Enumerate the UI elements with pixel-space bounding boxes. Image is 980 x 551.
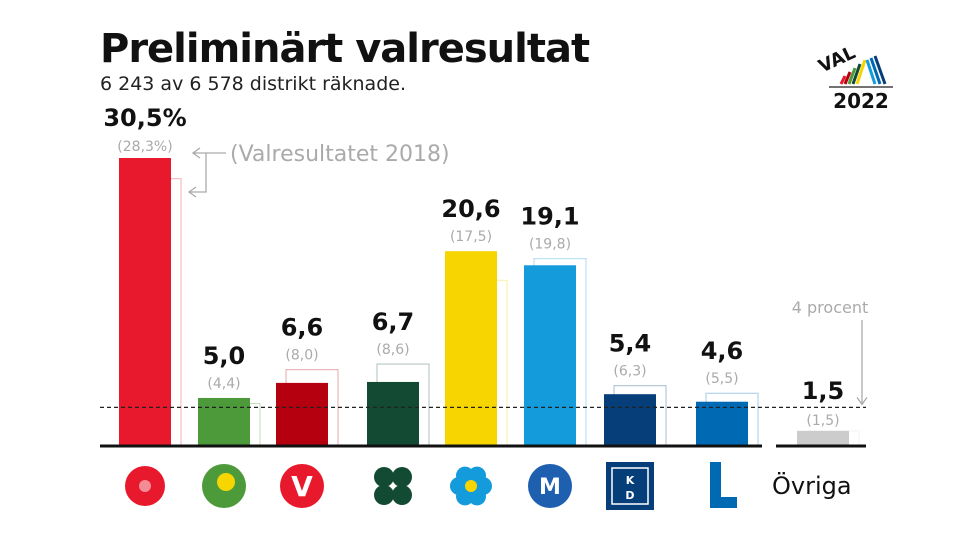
prev-label-KD: (6,3): [613, 364, 646, 380]
party-logo-v-icon: [280, 464, 324, 508]
arrow-head-icon: [856, 396, 868, 406]
prev-label-M: (19,8): [529, 237, 571, 253]
prev-label-Övriga: (1,5): [806, 413, 839, 429]
kd-d: D: [625, 489, 634, 502]
bar-2022-M: [524, 265, 576, 445]
bar-2022-Övriga: [797, 430, 849, 445]
clover-leaf: [374, 485, 394, 505]
chart-title: Preliminärt valresultat: [100, 26, 590, 72]
svg-text:2022: 2022: [833, 89, 889, 113]
bar-2022-L: [696, 401, 748, 445]
bar-2022-SD: [445, 251, 497, 445]
prev-label-V: (8,0): [285, 348, 318, 364]
prev-label-MP: (8,6): [376, 342, 409, 358]
value-label-Övriga: 1,5: [802, 377, 845, 405]
value-label-S: 30,5%: [103, 104, 186, 132]
value-label-MP: 6,7: [372, 308, 415, 336]
bar-2022-KD: [604, 394, 656, 445]
chart-subtitle: 6 243 av 6 578 distrikt räknade.: [100, 73, 406, 95]
flower-center: [465, 480, 477, 492]
m-letter: M: [539, 475, 561, 500]
dandelion-icon: [217, 473, 235, 491]
v-letter: V: [291, 470, 313, 503]
threshold-label: 4 procent: [792, 298, 869, 317]
prev-label-SD: (17,5): [450, 229, 492, 245]
value-label-V: 6,6: [281, 314, 324, 342]
annotation-2018: (Valresultatet 2018): [230, 142, 450, 167]
petal: [468, 466, 486, 485]
party-logo-l-icon: [710, 462, 737, 508]
party-logo-mp-clover-icon: [374, 467, 412, 505]
bar-2022-S: [119, 158, 171, 445]
kd-frame: [611, 467, 649, 505]
party-logo-sd-flower-icon: [450, 466, 492, 506]
prev-label-C: (4,4): [207, 376, 240, 392]
value-label-SD: 20,6: [441, 195, 500, 223]
val-2022-logo: VAL 2022: [815, 42, 893, 113]
rose-center-icon: [139, 480, 151, 492]
kd-k: K: [626, 474, 635, 487]
party-logo-kd-icon: [606, 462, 654, 510]
value-label-L: 4,6: [701, 337, 744, 365]
prev-label-S: (28,3%): [117, 139, 172, 155]
clover-leaf: [392, 467, 412, 487]
value-label-C: 5,0: [203, 342, 246, 370]
value-label-M: 19,1: [520, 203, 579, 231]
bar-2022-MP: [367, 381, 419, 445]
party-logo-m-icon: [528, 464, 572, 508]
bar-2022-C: [198, 397, 250, 445]
value-label-KD: 5,4: [609, 330, 652, 358]
clover-leaf: [392, 485, 412, 505]
prev-label-L: (5,5): [705, 371, 738, 387]
other-label: Övriga: [772, 471, 852, 500]
annotation-arrows: [187, 147, 226, 198]
bar-2022-V: [276, 382, 328, 445]
clover-leaf: [374, 467, 394, 487]
